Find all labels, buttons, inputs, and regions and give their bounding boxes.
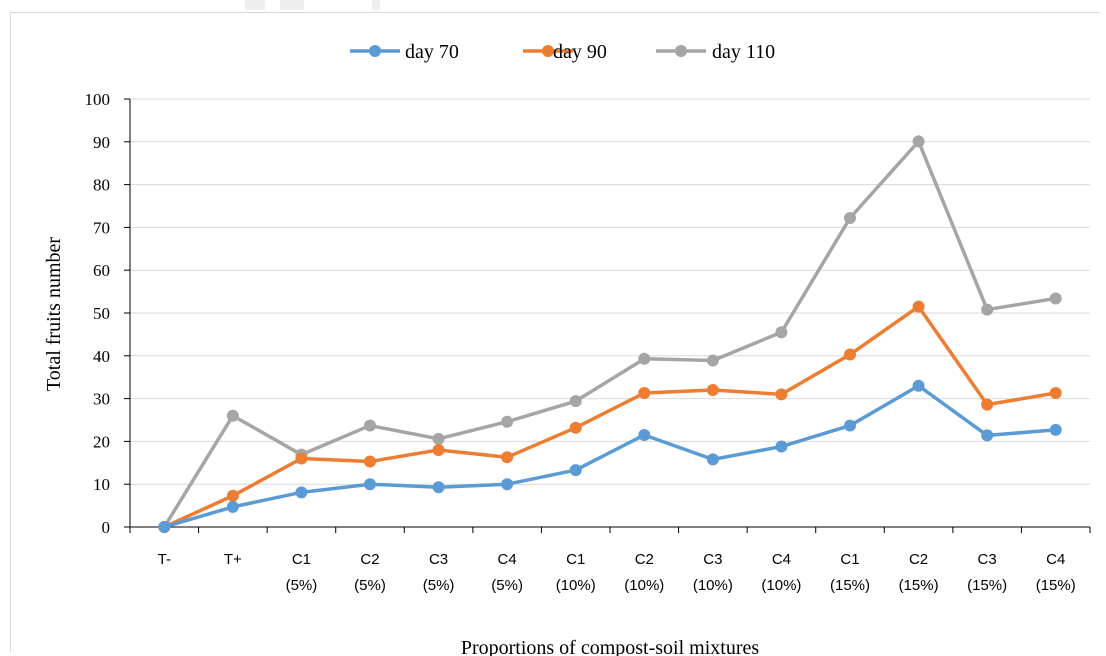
data-point-day-70 <box>775 440 788 453</box>
data-point-day-70 <box>158 521 171 533</box>
data-point-day-70 <box>226 500 239 513</box>
series-layer <box>158 135 1062 533</box>
legend-marker-day-70 <box>369 45 381 57</box>
data-point-day-110 <box>638 352 651 365</box>
x-tick-label: C2 <box>909 551 928 568</box>
data-point-day-110 <box>501 415 514 428</box>
x-axis-title: Proportions of compost-soil mixtures <box>461 637 760 656</box>
data-point-day-70 <box>981 429 994 442</box>
data-point-day-90 <box>226 489 239 502</box>
data-point-day-110 <box>226 409 239 422</box>
data-point-day-90 <box>1049 387 1062 400</box>
x-tick-label: C1 <box>840 551 859 568</box>
data-point-day-90 <box>432 443 445 456</box>
data-point-day-110 <box>775 326 788 339</box>
x-tick-label: C4 <box>772 551 791 568</box>
y-tick-50: 50 <box>93 304 110 323</box>
data-point-day-90 <box>775 388 788 401</box>
x-tick-sublabel: (5%) <box>491 577 523 594</box>
data-point-day-90 <box>706 384 719 397</box>
x-tick-label: C1 <box>292 551 311 568</box>
legend: day 70 day 90 day 110 <box>350 41 775 63</box>
y-tick-100: 100 <box>85 90 111 109</box>
series-line-day-70 <box>163 384 1056 529</box>
data-point-day-90 <box>364 455 376 468</box>
data-point-day-90 <box>569 421 582 434</box>
x-tick-sublabel: (5%) <box>286 577 318 594</box>
data-point-day-70 <box>501 478 514 491</box>
legend-label-day-90: day 90 <box>553 41 607 63</box>
data-point-day-90 <box>844 348 856 361</box>
y-tick-labels: 0 10 20 30 40 50 60 70 80 90 100 <box>85 90 111 537</box>
data-point-day-70 <box>912 379 925 392</box>
y-axis-title: Total fruits number <box>43 237 65 391</box>
x-tick-label: T+ <box>224 551 242 568</box>
y-tick-20: 20 <box>93 432 110 451</box>
y-tick-70: 70 <box>93 218 110 237</box>
x-tick-sublabel: (15%) <box>830 577 870 594</box>
x-tick-sublabel: (5%) <box>423 577 455 594</box>
data-point-day-70 <box>706 453 719 466</box>
data-point-day-70 <box>364 478 376 491</box>
top-tab-1 <box>245 0 265 10</box>
data-point-day-70 <box>638 428 651 441</box>
data-point-day-70 <box>295 486 308 499</box>
x-tick-sublabel: (15%) <box>1036 577 1076 594</box>
x-tick-sublabel: (15%) <box>899 577 939 594</box>
data-point-day-110 <box>569 395 582 408</box>
legend-label-day-110: day 110 <box>712 41 775 63</box>
data-point-day-110 <box>844 211 856 224</box>
y-tick-10: 10 <box>93 475 110 494</box>
x-tick-sublabel: (5%) <box>354 577 386 594</box>
data-point-day-90 <box>912 300 925 313</box>
x-tick-label: C3 <box>703 551 722 568</box>
x-tick-label: C4 <box>498 551 517 568</box>
x-tick-sublabel: (15%) <box>967 577 1007 594</box>
x-tick-label: C2 <box>360 551 379 568</box>
x-tick-sublabel: (10%) <box>693 577 733 594</box>
y-tick-60: 60 <box>93 261 110 280</box>
y-tick-80: 80 <box>93 176 110 195</box>
x-tick-label: C3 <box>429 551 448 568</box>
x-tick-label: C2 <box>635 551 654 568</box>
series-line-day-90 <box>163 304 1057 529</box>
data-point-day-70 <box>569 464 582 477</box>
x-tick-sublabel: (10%) <box>556 577 596 594</box>
top-tab-3 <box>372 0 380 10</box>
top-tab-2 <box>280 0 304 10</box>
data-point-day-110 <box>981 303 994 316</box>
x-tick-label: C4 <box>1046 551 1065 568</box>
series-line-day-110 <box>162 139 1056 528</box>
data-point-day-110 <box>1049 292 1062 305</box>
legend-marker-day-110 <box>675 45 687 57</box>
chart-frame <box>10 12 1100 652</box>
x-tick-label: C1 <box>566 551 585 568</box>
data-point-day-90 <box>295 452 308 465</box>
gridlines <box>130 98 1090 485</box>
y-tick-90: 90 <box>93 133 110 152</box>
y-tick-40: 40 <box>93 347 110 366</box>
data-point-day-90 <box>638 387 651 400</box>
x-tick-label: C3 <box>978 551 997 568</box>
data-point-day-110 <box>364 419 376 432</box>
data-point-day-110 <box>432 432 445 445</box>
x-tick-sublabel: (10%) <box>624 577 664 594</box>
data-point-day-90 <box>501 451 514 464</box>
legend-label-day-70: day 70 <box>405 41 459 63</box>
y-tick-0: 0 <box>102 518 111 537</box>
data-point-day-90 <box>981 398 994 411</box>
data-point-day-110 <box>912 135 925 148</box>
axes <box>124 98 1091 533</box>
data-point-day-70 <box>844 419 856 432</box>
x-tick-labels: T- T+ C1 (5%) C2 (5%) C3 (5%) C4 (5%) C1 (10%) C2 (10… <box>158 551 1076 594</box>
data-point-day-70 <box>1049 423 1062 436</box>
x-tick-sublabel: (10%) <box>761 577 801 594</box>
data-point-day-110 <box>706 354 719 367</box>
legend-marker-day-90 <box>542 45 554 57</box>
y-tick-30: 30 <box>93 390 110 409</box>
data-point-day-70 <box>432 481 445 494</box>
x-tick-label: T- <box>158 551 171 568</box>
